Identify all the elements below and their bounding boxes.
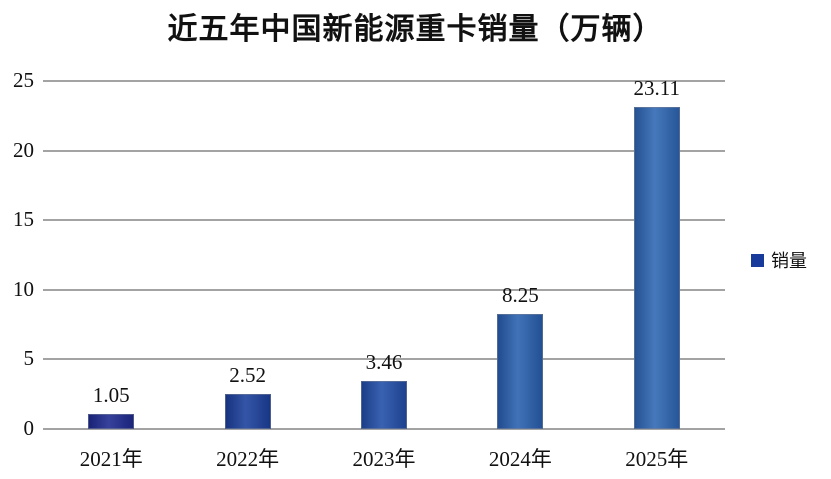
gridline <box>43 80 725 82</box>
y-axis-tick-label: 25 <box>13 68 34 92</box>
gridline <box>43 358 725 361</box>
gridline <box>43 288 725 291</box>
gridline <box>43 428 725 430</box>
bar-2022年 <box>224 393 271 429</box>
chart-title: 近五年中国新能源重卡销量（万辆） <box>167 13 664 46</box>
bar-value-label: 1.05 <box>92 383 130 408</box>
y-axis-tick-label: 20 <box>13 137 34 162</box>
x-axis-tick-label: 2025年 <box>625 447 689 471</box>
gridline <box>43 219 725 222</box>
y-axis-tick-label: 0 <box>23 416 35 440</box>
x-axis-tick-label: 2022年 <box>216 447 280 471</box>
x-axis-tick-label: 2023年 <box>352 447 416 471</box>
x-axis-tick-label: 2021年 <box>79 447 143 471</box>
bar-value-label: 23.11 <box>633 76 681 101</box>
y-axis-tick-label: 10 <box>13 276 34 301</box>
bar-2025年 <box>633 107 680 429</box>
bar-value-label: 3.46 <box>365 349 403 374</box>
legend-label: 销量 <box>771 251 807 271</box>
bar-2021年 <box>88 414 135 429</box>
bar-2024年 <box>497 314 544 429</box>
y-axis-tick-label: 15 <box>13 207 34 232</box>
bar-value-label: 2.52 <box>229 362 266 387</box>
bar-value-label: 8.25 <box>502 283 539 308</box>
x-axis-tick-label: 2024年 <box>488 447 552 471</box>
legend: 销量 <box>751 247 807 273</box>
bar-2023年 <box>361 380 407 429</box>
plot-area: 1.05 2.52 3.46 8.25 23.11 <box>43 77 725 430</box>
legend-swatch-icon <box>751 253 764 267</box>
y-axis-tick-label: 5 <box>23 346 35 371</box>
gridline <box>43 149 725 152</box>
